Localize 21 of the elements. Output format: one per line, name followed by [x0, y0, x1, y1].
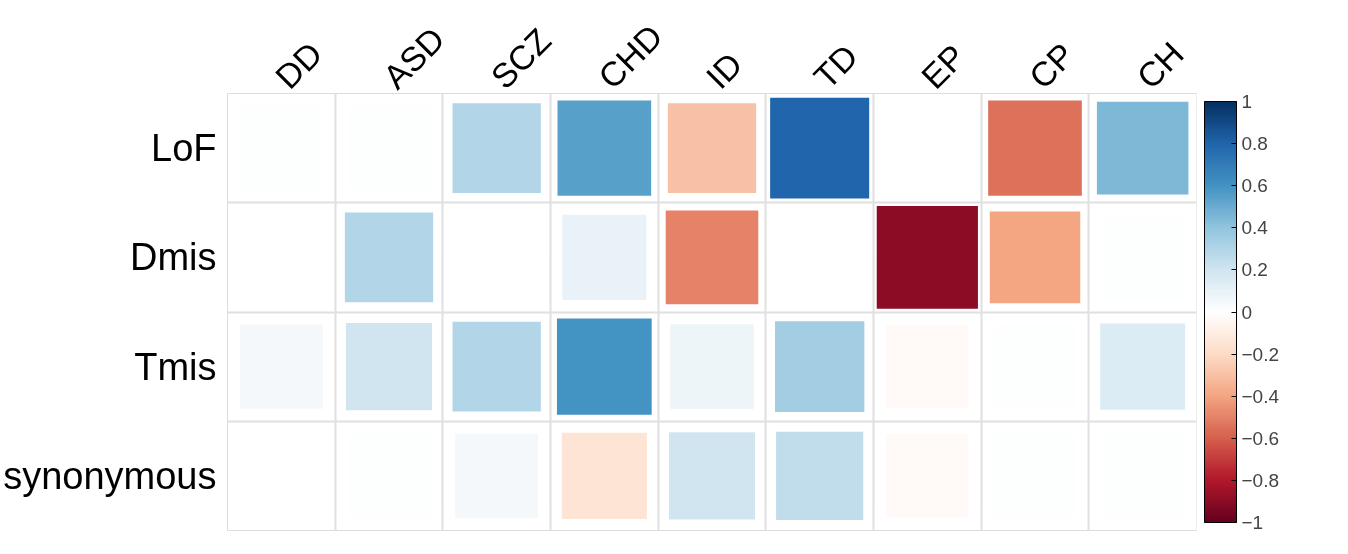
- y-tick-label: LoF: [151, 127, 217, 170]
- color-bar-label: −0.6: [1241, 427, 1280, 449]
- x-tick-label: TD: [806, 37, 866, 96]
- y-tick-label: Tmis: [134, 345, 217, 388]
- x-tick-label: DD: [267, 34, 330, 96]
- x-tick-label: EP: [913, 36, 973, 96]
- color-bar-label: 1: [1241, 91, 1253, 112]
- color-bar-label: −0.4: [1241, 385, 1280, 407]
- color-bar-label: 0.6: [1241, 175, 1268, 197]
- color-bar-label: 0: [1241, 301, 1253, 323]
- color-bar-label: 0.8: [1241, 133, 1268, 155]
- color-bar-label: −0.2: [1241, 343, 1280, 365]
- color-bar-label: −1: [1241, 512, 1264, 533]
- color-bar-label: 0.4: [1241, 217, 1269, 239]
- y-tick-label: Dmis: [129, 236, 217, 279]
- y-tick-label: synonymous: [3, 454, 217, 497]
- color-bar-label: −0.8: [1241, 469, 1280, 491]
- x-tick-label: CH: [1129, 34, 1191, 96]
- x-tick-label: ID: [698, 45, 750, 96]
- x-tick-label: CP: [1021, 35, 1082, 96]
- color-bar-label: 0.2: [1241, 259, 1268, 281]
